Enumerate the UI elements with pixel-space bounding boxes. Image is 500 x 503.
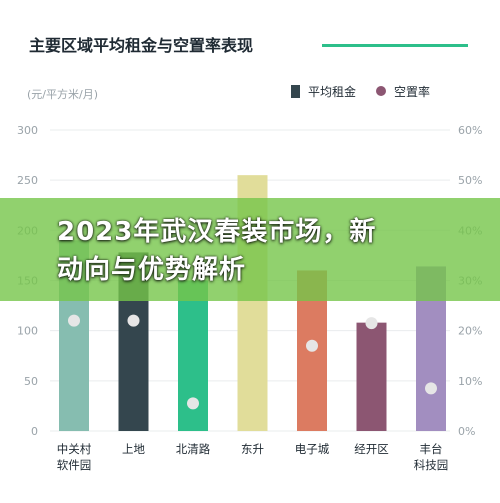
- legend-vacancy-label: 空置率: [394, 84, 431, 99]
- y-tick-label: 100: [17, 325, 38, 338]
- y2-tick-label: 0%: [458, 425, 475, 438]
- legend-rent-swatch: [291, 84, 300, 98]
- title-accent-line: [322, 44, 468, 47]
- chart-legend: 平均租金 空置率: [291, 83, 430, 99]
- vacancy-point: [306, 339, 318, 352]
- y2-tick-label: 10%: [458, 375, 482, 388]
- rent-bar: [356, 322, 387, 431]
- vacancy-point: [365, 317, 378, 330]
- y2-tick-label: 20%: [458, 325, 482, 338]
- x-tick-label: 丰台: [420, 442, 443, 456]
- y-tick-label: 0: [31, 425, 38, 438]
- headline-banner: [0, 198, 500, 301]
- x-tick-label: 软件园: [57, 458, 92, 472]
- y-tick-label: 50: [24, 375, 38, 388]
- y-axis-unit-label: (元/平方米/月): [27, 88, 98, 101]
- vacancy-point: [425, 382, 437, 395]
- headline-line-1: 2023年武汉春装市场，新: [57, 217, 377, 247]
- x-tick-label: 科技园: [414, 458, 449, 472]
- x-tick-label: 上地: [122, 442, 145, 456]
- headline-line-2: 动向与优势解析: [57, 255, 247, 285]
- x-tick-label: 经开区: [354, 442, 389, 456]
- chart-title: 主要区域平均租金与空置率表现: [29, 36, 254, 55]
- y-tick-label: 300: [17, 124, 38, 137]
- x-tick-label: 东升: [241, 442, 264, 456]
- vacancy-point: [68, 314, 80, 327]
- y-tick-label: 250: [17, 174, 38, 187]
- y2-tick-label: 50%: [458, 174, 482, 187]
- x-tick-label: 电子城: [295, 442, 330, 456]
- legend-rent-label: 平均租金: [308, 84, 357, 99]
- legend-vacancy-swatch: [376, 86, 387, 96]
- vacancy-point: [127, 314, 140, 327]
- y2-tick-label: 60%: [458, 124, 482, 137]
- x-tick-label: 北清路: [176, 442, 211, 456]
- vacancy-point: [187, 397, 199, 410]
- headline-text: 2023年武汉春装市场，新 动向与优势解析: [57, 213, 457, 289]
- x-tick-label: 中关村: [57, 442, 92, 456]
